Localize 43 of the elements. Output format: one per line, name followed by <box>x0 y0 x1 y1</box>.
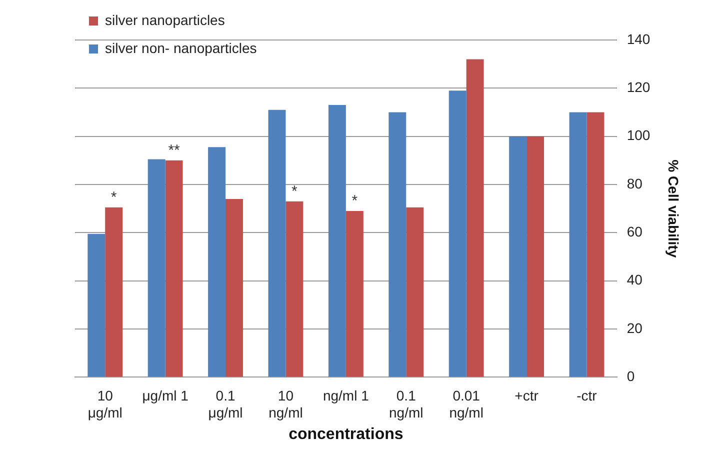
bar <box>448 90 466 377</box>
x-tick-label: 0.1 μg/ml <box>208 387 243 420</box>
bar <box>586 112 604 377</box>
x-tick-label: 10 ng/ml <box>268 387 303 420</box>
bar <box>88 234 106 377</box>
x-tick-label: ng/ml 1 <box>322 387 370 404</box>
x-tick-label: μg/ml 1 <box>142 387 189 404</box>
bar <box>226 198 243 377</box>
legend-label: silver nanoparticles <box>105 12 225 28</box>
x-tick-label: 0.01 ng/ml <box>449 387 484 420</box>
annotation: * <box>110 189 117 206</box>
x-tick-label: 0.1 ng/ml <box>389 387 424 420</box>
bar <box>526 136 544 377</box>
legend-label: silver non- nanoparticles <box>105 40 257 56</box>
y-tick-label: 60 <box>626 224 643 240</box>
y-tick-label: 0 <box>626 368 635 384</box>
bar <box>328 105 346 377</box>
bar <box>569 112 587 377</box>
bar <box>165 160 183 377</box>
bar <box>466 59 484 377</box>
y-tick-label: 120 <box>626 79 650 96</box>
y-tick-label: 100 <box>626 127 650 144</box>
bar <box>105 207 123 377</box>
y-tick-label: 140 <box>626 30 650 47</box>
bar <box>268 110 286 377</box>
annotation: * <box>352 192 358 210</box>
bar <box>346 211 364 377</box>
annotation: * <box>292 183 298 200</box>
x-tick-label: 10 μg/ml <box>88 387 122 420</box>
x-tick-label: +ctr <box>514 387 539 404</box>
bar <box>208 147 226 377</box>
y-axis-title: % Cell viability <box>666 160 682 258</box>
y-tick-label: 80 <box>626 175 643 192</box>
x-tick-label: -ctr <box>576 387 598 404</box>
y-tick-label: 20 <box>626 320 643 336</box>
bar <box>509 136 527 377</box>
bar <box>388 112 406 377</box>
bar <box>148 159 166 377</box>
y-tick-label: 40 <box>626 272 643 288</box>
x-axis-title: concentrations <box>288 426 404 443</box>
bar <box>286 201 304 377</box>
annotation: ** <box>168 142 180 160</box>
bar <box>406 207 424 377</box>
